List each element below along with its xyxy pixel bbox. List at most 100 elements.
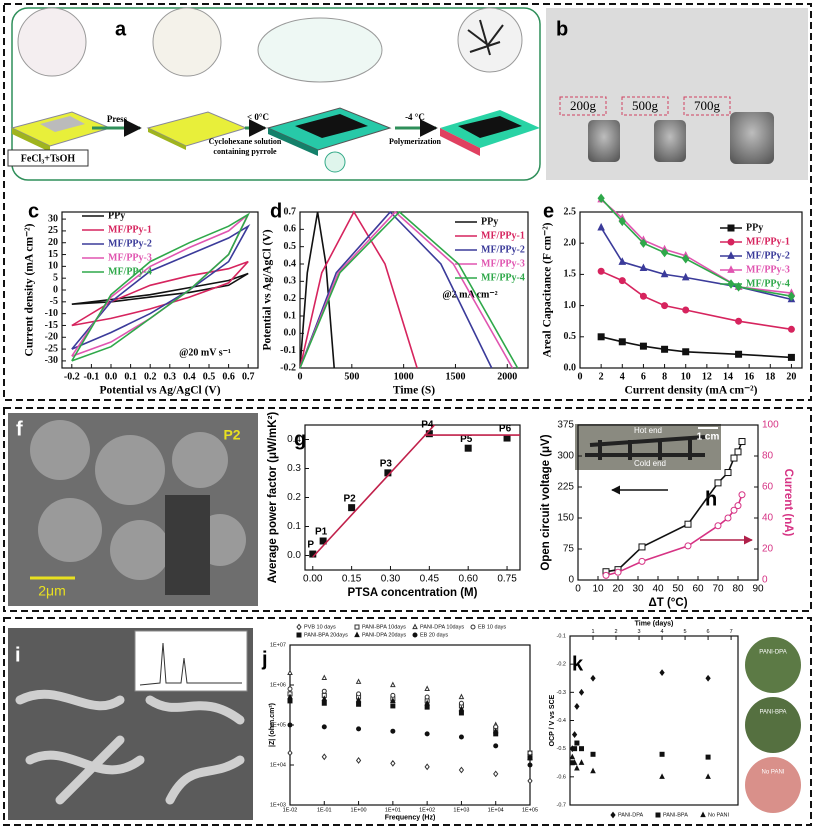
y-tick-label: 0: [568, 575, 574, 586]
y-tick-label: 1E+04: [270, 762, 286, 768]
marker: [705, 754, 711, 760]
legend-marker: [354, 631, 360, 638]
panel-label: b: [556, 18, 568, 40]
series-line: [299, 210, 418, 369]
marker: [458, 766, 465, 774]
marker: [787, 353, 795, 361]
panel-label: f: [16, 418, 23, 440]
legend-label: No PANI: [708, 812, 729, 818]
marker: [458, 700, 464, 706]
inset-label: Cold end: [634, 459, 666, 468]
k-photos: [745, 637, 801, 813]
marker: [590, 767, 596, 774]
x-tick-label: 80: [732, 584, 744, 595]
marker: [714, 479, 722, 487]
marker: [659, 669, 665, 677]
x-tick-label: 1E+04: [488, 807, 504, 813]
y-tick-label: 0.6: [284, 224, 297, 235]
marker: [348, 504, 356, 512]
x-tick-label: 1: [591, 629, 594, 635]
marker: [390, 728, 396, 734]
legend-marker: [354, 624, 360, 630]
x-tick-label: 0.5: [203, 371, 216, 382]
x-tick-label: 0.00: [303, 574, 323, 585]
marker: [639, 263, 648, 272]
marker: [578, 759, 585, 765]
marker: [569, 753, 576, 760]
y-tick-label: 300: [557, 451, 574, 462]
marker: [287, 749, 293, 757]
marker: [724, 469, 732, 477]
x-axis-label: Potential vs Ag/AgCl (V): [99, 385, 220, 397]
x-tick-label: 4: [661, 629, 664, 635]
x-tick-label: 10: [681, 371, 691, 382]
weight-label: 200g: [570, 98, 597, 113]
marker: [424, 694, 430, 700]
y-tick-label: -0.3: [557, 690, 566, 696]
panel-a-art: [7, 7, 540, 173]
x-tick-label: 6: [707, 629, 710, 635]
y-tick-label: -0.1: [280, 345, 296, 356]
legend-label: PPy: [746, 222, 763, 233]
marker: [638, 557, 646, 565]
y-tick-label: 0.2: [284, 293, 297, 304]
y-tick-label: 0.4: [287, 434, 301, 445]
y2-tick-label: 80: [762, 451, 774, 462]
marker: [574, 740, 580, 746]
marker: [659, 773, 665, 779]
marker: [579, 746, 585, 752]
legend-label: MF/PPy-3: [746, 264, 790, 275]
plot-frame: [299, 211, 529, 369]
point-label: P3: [380, 458, 393, 469]
legend-label: PANI-BPA: [663, 812, 688, 818]
x-tick-label: 0: [575, 584, 581, 595]
plot-frame: [577, 424, 759, 581]
marker: [321, 688, 327, 694]
x-tick-label: 90: [752, 584, 764, 595]
x-tick-label: 1E+03: [453, 807, 469, 813]
y-tick-label: 75: [563, 544, 575, 555]
y-tick-label: -0.2: [557, 662, 566, 668]
marker: [618, 338, 626, 346]
panel-label: a: [115, 18, 127, 40]
x-tick-label: 0.0: [105, 371, 118, 382]
series-line: [600, 336, 792, 359]
x-axis-label: Time (days): [635, 621, 674, 628]
legend-label: MF/PPy-2: [108, 238, 152, 249]
x-tick-label: 70: [712, 584, 724, 595]
y2-tick-label: 0: [762, 575, 768, 586]
point-label: P5: [460, 434, 473, 445]
x-tick-label: 20: [612, 584, 624, 595]
marker: [602, 571, 610, 579]
marker: [390, 681, 396, 688]
x-tick-label: -0.1: [83, 371, 99, 382]
series-line: [299, 210, 519, 369]
y2-axis-label: Current (nA): [782, 469, 794, 537]
y-tick-label: 0.0: [564, 362, 577, 373]
y-tick-label: -0.4: [557, 718, 566, 724]
legend-label: PANI-DPA 20days: [362, 632, 406, 638]
marker: [390, 759, 396, 767]
legend-marker: [700, 811, 706, 818]
y-tick-label: 5: [53, 272, 58, 283]
marker: [321, 674, 328, 681]
frame: [3, 3, 812, 401]
plot-frame: [579, 211, 803, 369]
y-axis-label: Areal Capacitance (F cm⁻²): [542, 222, 554, 357]
marker: [705, 773, 711, 779]
marker: [730, 454, 738, 462]
x-tick-label: 6: [641, 371, 646, 382]
legend-label: EB 20 days: [420, 632, 448, 638]
y-tick-label: 1.5: [564, 269, 577, 280]
marker: [424, 704, 430, 710]
x-tick-label: 60: [692, 584, 704, 595]
marker: [734, 502, 742, 510]
series-line: [299, 210, 493, 369]
marker: [321, 700, 327, 706]
x-tick-label: 0.6: [222, 371, 235, 382]
marker: [682, 254, 690, 264]
y-tick-label: -0.7: [557, 802, 566, 808]
marker: [574, 702, 580, 710]
x-tick-label: 14: [723, 371, 733, 382]
